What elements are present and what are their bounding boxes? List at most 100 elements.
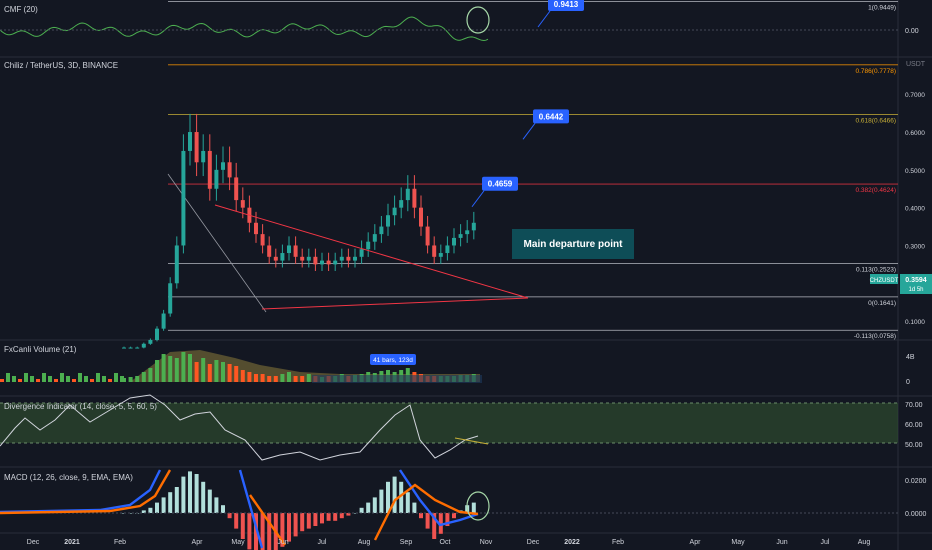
macd-histogram-bar (148, 507, 153, 513)
macd-histogram-bar (141, 510, 146, 513)
candle-body (333, 260, 338, 265)
volume-bar (72, 379, 76, 382)
fib-level-label: 0.382(0.4624) (856, 187, 896, 194)
volume-bar (273, 376, 278, 382)
symbol-badge-text: CHZUSDT (870, 278, 899, 284)
candle-body (419, 207, 423, 227)
macd-pane-label: MACD (12, 26, close, 9, EMA, EMA) (4, 473, 133, 482)
macd-histogram-bar (293, 513, 298, 537)
macd-histogram-bar (207, 489, 212, 513)
price-tick: 0.5000 (905, 168, 925, 175)
macd-histogram-bar (214, 497, 219, 513)
volume-pane-label: FxCanli Volume (21) (4, 345, 77, 354)
time-axis-label: Apr (192, 539, 204, 546)
candle-body (471, 222, 476, 231)
candle-body (267, 245, 272, 257)
candle-body (372, 234, 377, 242)
time-axis-label: Dec (27, 539, 40, 546)
macd-histogram-bar (174, 487, 179, 513)
volume-bar (141, 372, 146, 382)
time-axis-label: Feb (114, 539, 126, 546)
candle-body (122, 347, 126, 349)
candle-body (240, 200, 245, 208)
candle-body (313, 256, 318, 265)
price-badge (900, 274, 932, 294)
candle-body (339, 256, 344, 261)
volume-bar (227, 364, 232, 382)
macd-histogram-bar (306, 513, 311, 529)
volume-bar (168, 356, 173, 382)
volume-bar (36, 379, 40, 382)
macd-histogram-bar (326, 513, 331, 521)
macd-histogram-bar (333, 513, 338, 521)
volume-bar (267, 376, 272, 382)
macd-histogram-bar (445, 513, 450, 526)
volume-bar (207, 364, 212, 382)
candle-body (227, 162, 232, 178)
volume-bar (96, 373, 100, 382)
divergence-tick: 70.00 (905, 402, 923, 409)
target-label: 0.4659 (488, 180, 513, 189)
candle-body (425, 226, 430, 246)
volume-bar (54, 379, 58, 382)
macd-histogram-bar (254, 513, 258, 550)
macd-histogram-bar (181, 476, 186, 513)
candle-body (412, 188, 417, 208)
macd-histogram-bar (194, 474, 199, 513)
macd-histogram-bar (168, 492, 173, 513)
divergence-pane[interactable]: 70.00 60.00 50.00 (0, 394, 923, 461)
candle-body (280, 253, 285, 261)
volume-bar (84, 376, 88, 382)
volume-pane[interactable]: 41 bars, 123d 4B 0 (0, 350, 915, 386)
time-axis-label: Dec (527, 539, 540, 546)
fib-level-label: 0.786(0.7778) (856, 68, 896, 75)
macd-histogram-bar (379, 489, 384, 513)
candle-body (359, 249, 364, 257)
volume-bar (24, 373, 28, 382)
price-tick: 0.4000 (905, 206, 925, 213)
macd-histogram-bar (128, 513, 133, 514)
macd-histogram-bar (339, 513, 344, 519)
candle-body (201, 150, 206, 163)
macd-histogram-bar (234, 513, 239, 529)
symbol-badge (870, 274, 898, 284)
candle-body (293, 245, 298, 257)
volume-bar (293, 376, 298, 382)
macd-histogram-bar (386, 481, 390, 513)
volume-bar (12, 376, 16, 382)
candle-body (405, 188, 410, 201)
macd-histogram-bar (438, 513, 443, 534)
volume-bar (300, 376, 305, 382)
fib-level-label: 0.618(0.6466) (856, 117, 896, 124)
macd-histogram-bar (280, 513, 285, 547)
descending-trendline (214, 204, 529, 299)
volume-bar (155, 360, 159, 382)
cmf-pane-label: CMF (20) (4, 5, 38, 14)
volume-bar (188, 354, 192, 382)
range-box (312, 375, 482, 383)
cmf-axis-value: 0.00 (905, 28, 919, 35)
candle-body (234, 177, 239, 201)
macd-pane[interactable]: 0.0200 0.0000 (0, 469, 927, 550)
overbought-zone (0, 403, 898, 443)
time-axis-label: Aug (358, 539, 371, 546)
fib-level-label: 0(0.1641) (868, 300, 896, 307)
range-badge (370, 354, 416, 365)
volume-bar (260, 374, 265, 382)
time-axis[interactable]: Dec 2021 Feb Apr May Jun Jul Aug Sep Oct Nov Dec 202… (27, 539, 871, 546)
target-badge (548, 0, 584, 11)
time-axis-label: May (231, 539, 245, 546)
candle-body (221, 162, 225, 170)
volume-bar (30, 376, 34, 382)
price-pane[interactable]: 0.70000.60000.50000.40000.30000.20000.10… (122, 0, 932, 349)
cmf-pane[interactable] (0, 6, 898, 42)
note-box (512, 229, 634, 259)
signal-line (0, 469, 479, 546)
volume-bar (194, 362, 199, 382)
volume-tick: 4B (906, 354, 915, 361)
macd-histogram-bar (366, 502, 371, 513)
candle-body (438, 253, 443, 257)
candle-body (458, 234, 463, 238)
candle-body (273, 256, 278, 261)
